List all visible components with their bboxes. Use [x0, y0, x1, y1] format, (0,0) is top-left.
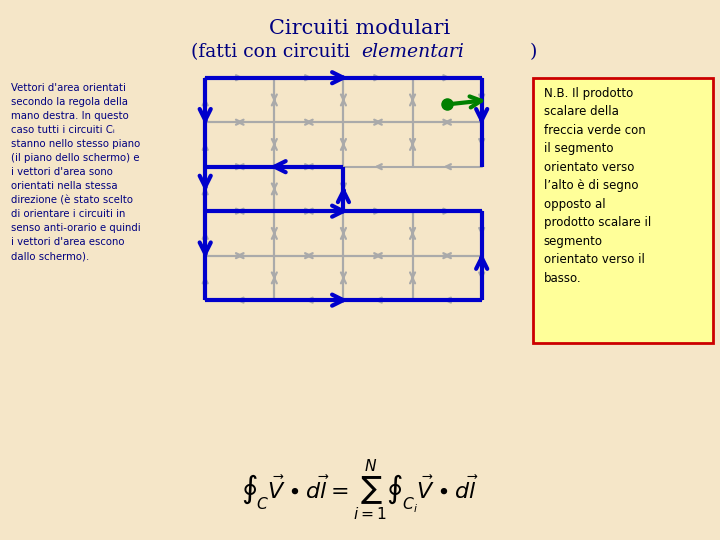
FancyBboxPatch shape	[533, 78, 713, 343]
Text: Vettori d'area orientati
secondo la regola della
mano destra. In questo
caso tut: Vettori d'area orientati secondo la rego…	[11, 83, 140, 261]
Text: elementari: elementari	[361, 43, 464, 61]
Text: $\oint_C \vec{V} \bullet d\vec{l} = \sum_{i=1}^{N} \oint_{C_i} \vec{V} \bullet d: $\oint_C \vec{V} \bullet d\vec{l} = \sum…	[241, 458, 479, 523]
Text: (fatti con circuiti: (fatti con circuiti	[192, 43, 360, 61]
Text: ): )	[529, 43, 536, 61]
Text: Circuiti modulari: Circuiti modulari	[269, 19, 451, 38]
Text: N.B. Il prodotto
scalare della
freccia verde con
il segmento
orientato verso
l’a: N.B. Il prodotto scalare della freccia v…	[544, 87, 651, 285]
